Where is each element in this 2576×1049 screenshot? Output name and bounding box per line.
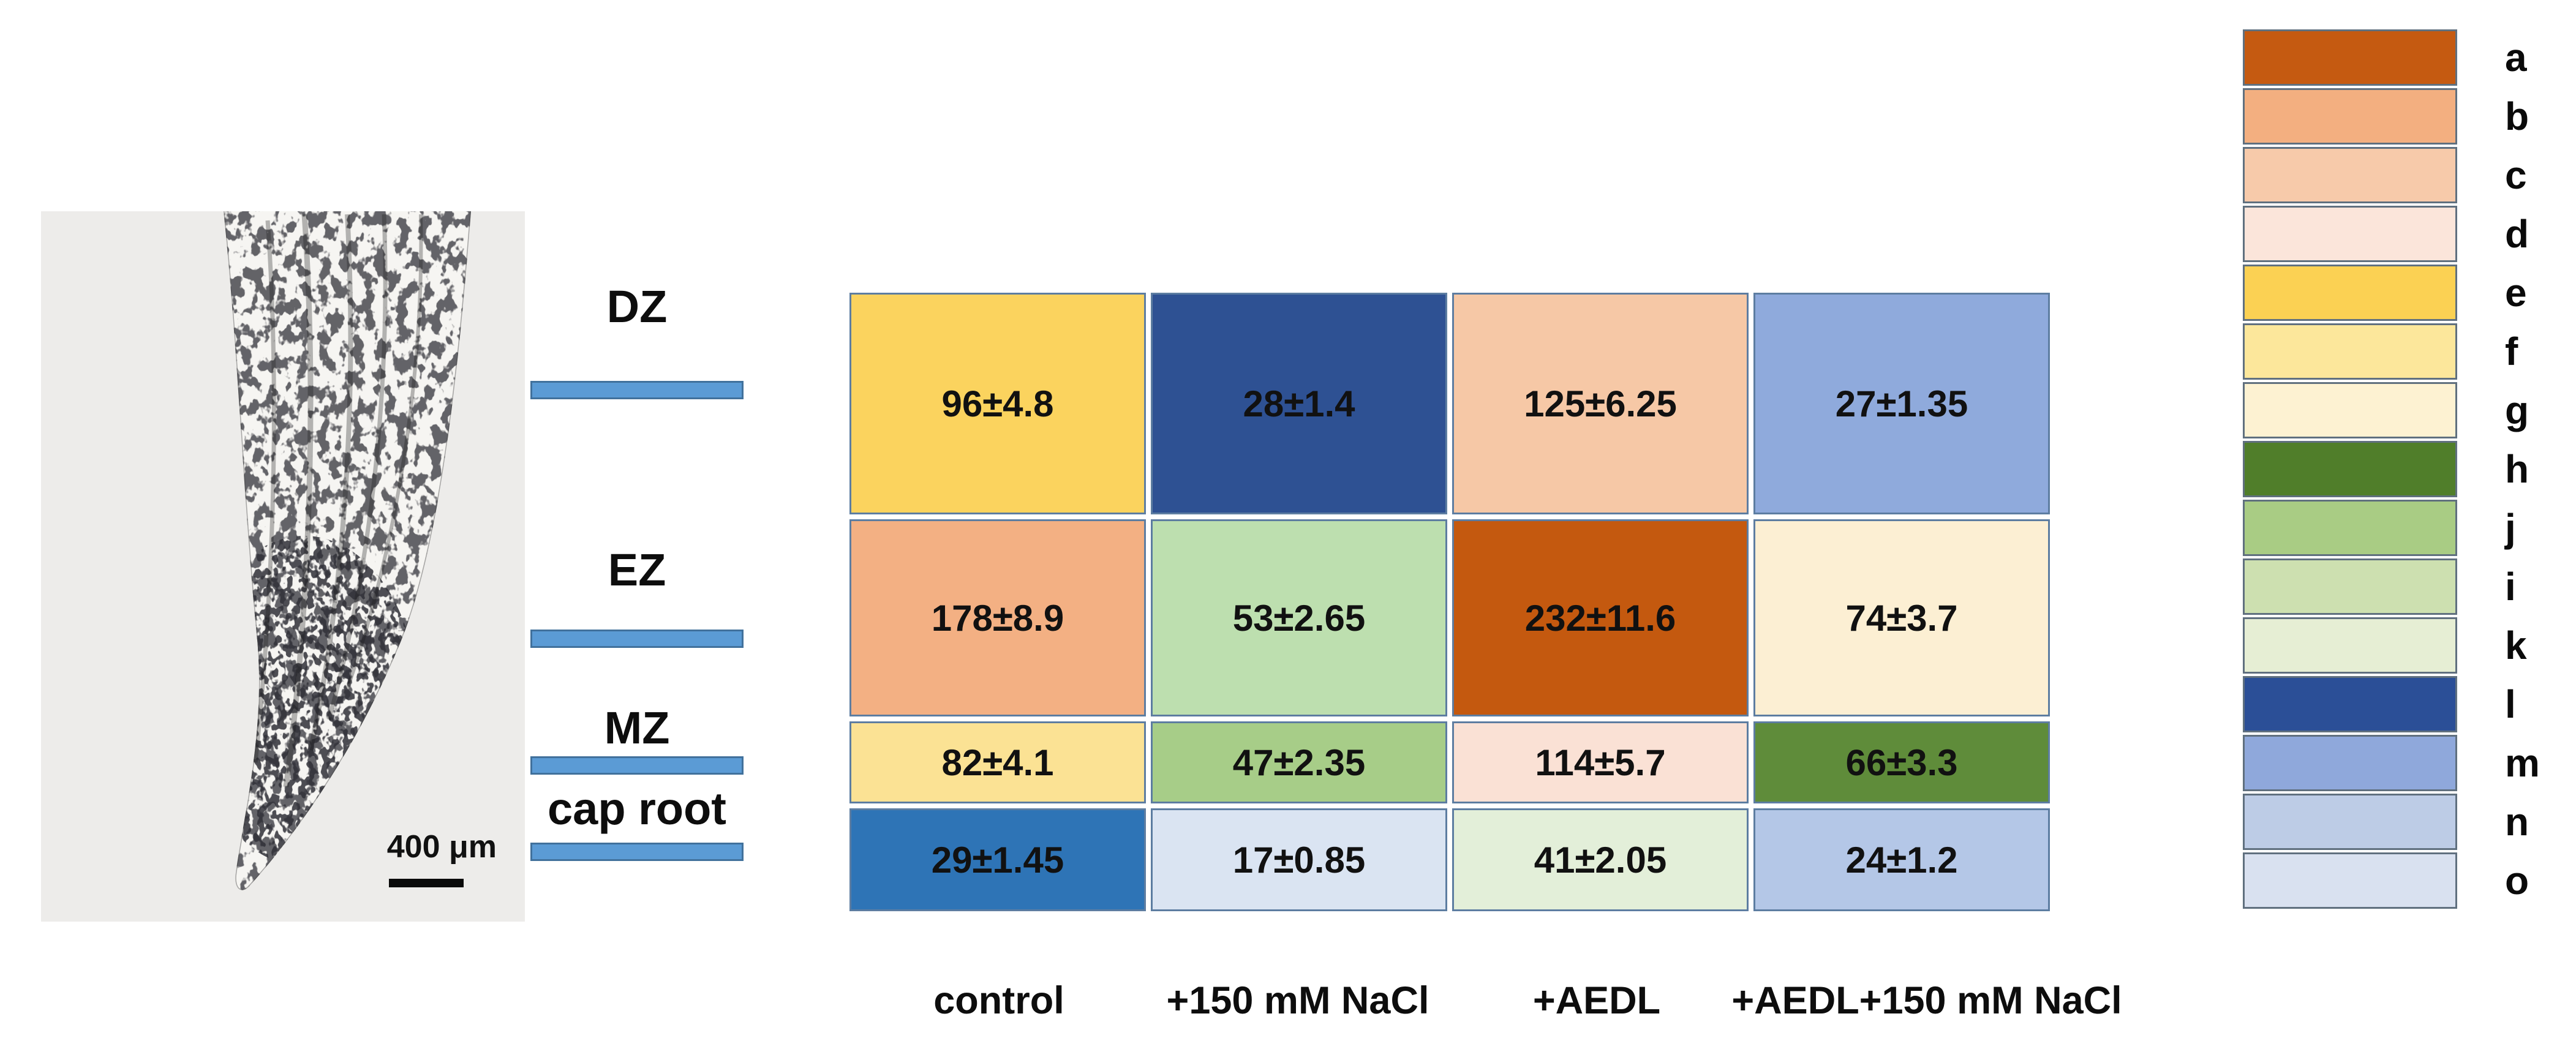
legend-letter-k: k: [2505, 623, 2527, 667]
legend-letter-g: g: [2505, 388, 2529, 432]
root-tip-image: [41, 211, 525, 922]
legend-swatch-f: [2243, 323, 2457, 380]
heatmap-cell-ez-aedl-nacl: 74±3.7: [1753, 519, 2050, 716]
legend-letter-f: f: [2505, 329, 2518, 374]
legend-swatch-o: [2243, 852, 2457, 909]
legend-letter-l: l: [2505, 682, 2516, 726]
legend-swatch-j: [2243, 500, 2457, 556]
legend-letter-a: a: [2505, 36, 2527, 80]
legend-letter-m: m: [2505, 741, 2540, 785]
heatmap-grid: 96±4.8 28±1.4 125±6.25 27±1.35 178±8.9 5…: [849, 293, 2050, 911]
legend-swatch-b: [2243, 88, 2457, 145]
heatmap-cell-mz-control: 82±4.1: [849, 721, 1146, 803]
legend-letter-o: o: [2505, 859, 2529, 903]
legend-swatch-c: [2243, 147, 2457, 203]
heatmap-cell-cap-nacl: 17±0.85: [1151, 808, 1447, 911]
legend-letter-j: j: [2505, 506, 2516, 550]
zone-bar-cap-root: [530, 843, 744, 861]
column-label-150mm-nacl: +150 mM NaCl: [1166, 979, 1429, 1022]
zone-label-mz: MZ: [604, 702, 670, 753]
heatmap-cell-mz-nacl: 47±2.35: [1151, 721, 1447, 803]
legend-swatch-m: [2243, 735, 2457, 791]
heatmap-cell-mz-aedl: 114±5.7: [1452, 721, 1749, 803]
heatmap-cell-dz-aedl-nacl: 27±1.35: [1753, 293, 2050, 514]
scale-bar-label: 400 μm: [386, 829, 497, 865]
legend-letter-h: h: [2505, 447, 2529, 491]
zone-label-dz: DZ: [606, 281, 668, 332]
root-micrograph: 400 μm: [41, 211, 525, 922]
zone-label-ez: EZ: [608, 544, 666, 595]
zone-label-cap-root: cap root: [548, 783, 726, 834]
heatmap-cell-cap-aedl: 41±2.05: [1452, 808, 1749, 911]
legend-swatch-d: [2243, 206, 2457, 262]
zone-bar-mz: [530, 756, 744, 775]
legend-letter-e: e: [2505, 271, 2527, 315]
legend-letter-c: c: [2505, 153, 2527, 197]
legend-swatch-n: [2243, 794, 2457, 850]
zone-bar-ez: [530, 630, 744, 648]
heatmap-cell-ez-aedl: 232±11.6: [1452, 519, 1749, 716]
heatmap-cell-cap-aedl-nacl: 24±1.2: [1753, 808, 2050, 911]
heatmap-cell-mz-aedl-nacl: 66±3.3: [1753, 721, 2050, 803]
legend-letter-b: b: [2505, 94, 2529, 138]
legend-letter-d: d: [2505, 212, 2529, 256]
legend-swatch-h: [2243, 441, 2457, 497]
heatmap-cell-dz-control: 96±4.8: [849, 293, 1146, 514]
legend-letter-i: i: [2505, 565, 2516, 609]
column-label-aedl: +AEDL: [1532, 979, 1661, 1022]
legend-swatch-e: [2243, 265, 2457, 321]
zone-bar-dz: [530, 381, 744, 399]
legend-swatch-k: [2243, 617, 2457, 674]
heatmap-cell-ez-nacl: 53±2.65: [1151, 519, 1447, 716]
legend-swatch-i: [2243, 558, 2457, 615]
heatmap-cell-cap-control: 29±1.45: [849, 808, 1146, 911]
legend-swatch-a: [2243, 29, 2457, 86]
column-label-control: control: [933, 979, 1064, 1022]
column-label-aedl-150-nacl: +AEDL+150 mM NaCl: [1731, 979, 2122, 1022]
scale-bar: [389, 879, 464, 887]
heatmap-cell-dz-nacl: 28±1.4: [1151, 293, 1447, 514]
legend-swatch-g: [2243, 382, 2457, 438]
heatmap-cell-dz-aedl: 125±6.25: [1452, 293, 1749, 514]
heatmap-cell-ez-control: 178±8.9: [849, 519, 1146, 716]
legend-letter-n: n: [2505, 800, 2529, 844]
legend-swatch-l: [2243, 676, 2457, 732]
